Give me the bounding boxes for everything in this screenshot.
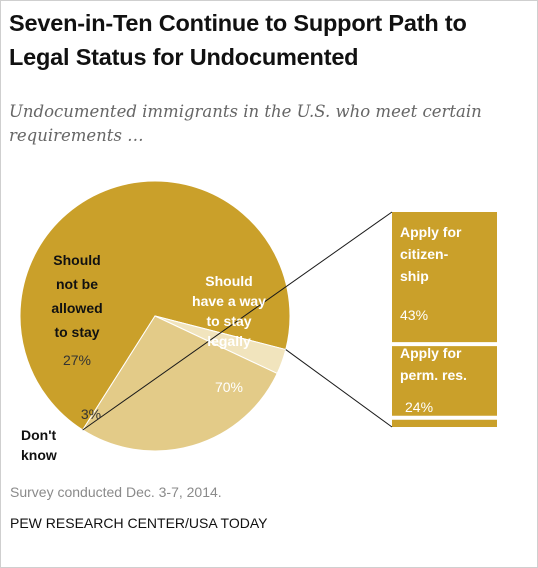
- pie-label-legal: Should have a way to stay legally: [192, 273, 266, 349]
- bar-value-perm-res: 24%: [405, 399, 433, 415]
- bar-segment-1: [392, 212, 497, 345]
- pie-slice-legal: [19, 180, 291, 431]
- bar-value-citizenship: 43%: [400, 307, 428, 323]
- bar-label-perm-res: Apply for perm. res.: [400, 345, 467, 383]
- connector-line-bottom: [285, 349, 393, 428]
- chart-subtitle: Undocumented immigrants in the U.S. who …: [9, 102, 482, 145]
- chart-title: Seven-in-Ten Continue to Support Path to…: [9, 10, 467, 70]
- connector-line-top: [82, 211, 393, 431]
- pie-label-not-allowed: Should not be allowed to stay: [51, 252, 102, 340]
- pie-value-legal: 70%: [215, 379, 243, 395]
- bar-label-citizenship: Apply for citizen-ship: [400, 224, 462, 284]
- bar-segment-3: [392, 417, 497, 427]
- pie-value-dont-know: 3%: [81, 406, 101, 422]
- survey-note: Survey conducted Dec. 3-7, 2014.: [10, 484, 222, 500]
- pie-value-not-allowed: 27%: [63, 352, 91, 368]
- pie-slice-not_allowed: [81, 315, 278, 452]
- bar-segment-2: [392, 344, 497, 418]
- pie-label-dont-know: Don't know: [21, 427, 57, 463]
- source-label: PEW RESEARCH CENTER/USA TODAY: [10, 515, 268, 531]
